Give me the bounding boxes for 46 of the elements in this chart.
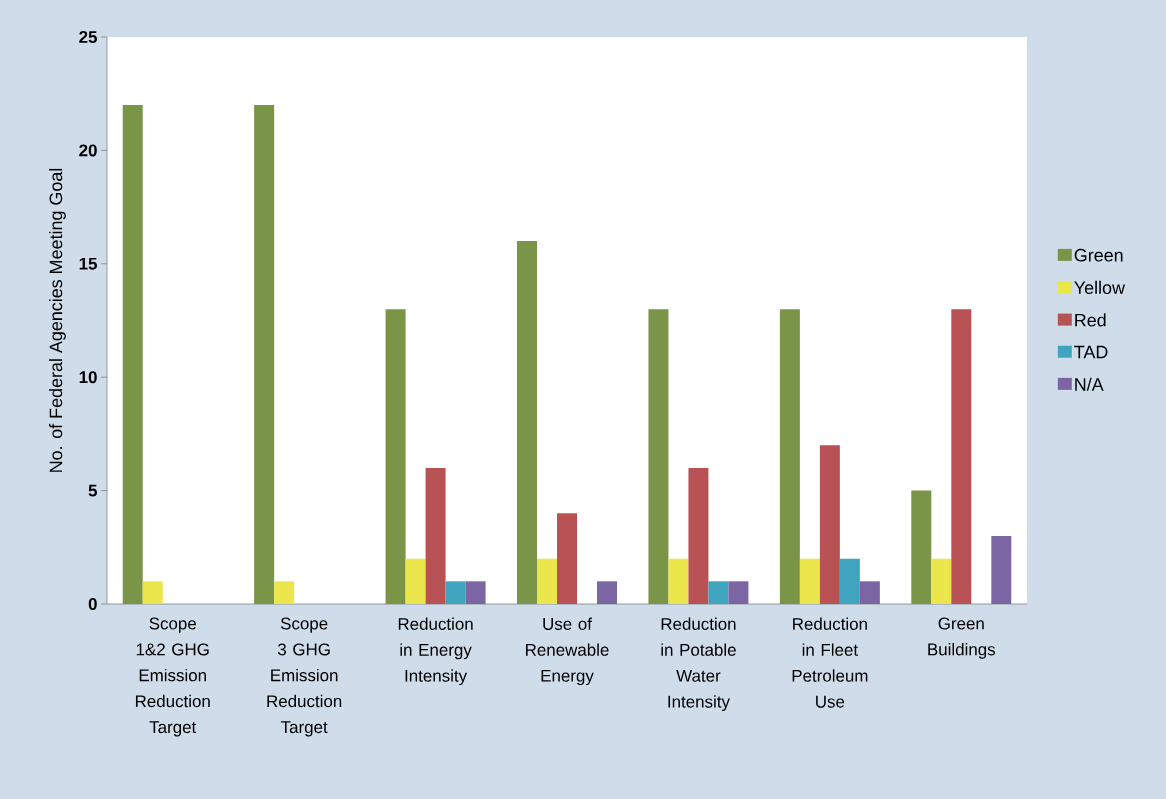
bar [911, 490, 932, 604]
x-tick-label: Reduction in Potable Water Intensity [661, 617, 736, 712]
y-tick-label: 5 [88, 484, 98, 497]
x-tick-label: Reduction in Fleet Petroleum Use [792, 617, 868, 708]
y-tick-label: 10 [79, 371, 97, 384]
bar [254, 105, 275, 604]
bar [385, 309, 406, 604]
bar [142, 581, 163, 604]
x-tick-label: Scope 1&2 GHG Emission Reduction Target [135, 617, 210, 737]
legend-label: Yellow [1074, 280, 1126, 295]
x-tick-label: Reduction in Energy Intensity [398, 617, 473, 686]
x-tick-label: Green Buildings [928, 617, 996, 659]
bar [668, 558, 689, 604]
y-tick-label: 15 [79, 257, 98, 270]
y-tick-label: 0 [88, 598, 97, 610]
bar [728, 581, 749, 604]
bar [425, 467, 446, 604]
bar [779, 309, 800, 604]
legend-label: Green [1074, 248, 1123, 262]
bar [557, 513, 578, 604]
bar [819, 445, 840, 604]
legend-label: TAD [1074, 345, 1108, 359]
bar [597, 581, 618, 604]
legend-label: Red [1075, 313, 1106, 327]
bar [122, 105, 143, 604]
bar [405, 558, 426, 604]
bar [708, 581, 729, 604]
y-axis-title: No. of Federal Agencies Meeting Goal [49, 168, 66, 472]
bar [839, 558, 860, 604]
bar [991, 535, 1012, 604]
y-tick-label: 20 [79, 144, 97, 157]
bar [465, 581, 486, 604]
x-tick-label: Use of Renewable Energy [526, 617, 609, 686]
bar [859, 581, 880, 604]
bar [648, 309, 669, 604]
bar [537, 558, 558, 604]
bar [931, 558, 952, 604]
bar [445, 581, 466, 604]
bar [274, 581, 295, 604]
bar [517, 241, 538, 604]
x-tick-label: Scope 3 GHG Emission Reduction Target [267, 617, 342, 737]
legend-label: N/A [1075, 377, 1104, 391]
y-tick-label: 25 [79, 30, 98, 43]
bar [799, 558, 820, 604]
bar [688, 467, 709, 604]
bar [951, 309, 972, 604]
